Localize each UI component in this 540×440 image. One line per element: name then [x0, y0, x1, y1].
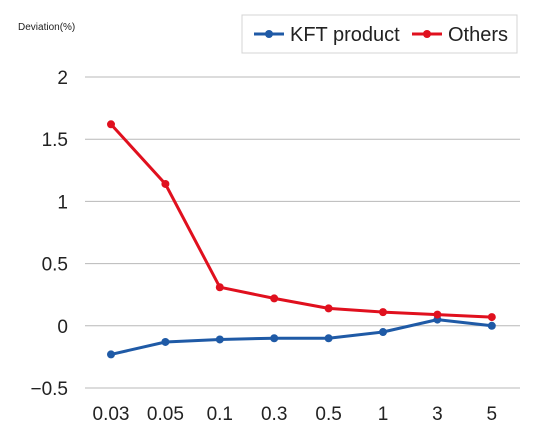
data-point-1 — [107, 120, 115, 129]
data-point-1 — [161, 179, 170, 188]
x-tick-label: 5 — [487, 404, 498, 425]
data-point-0 — [161, 337, 170, 346]
series-line-0 — [110, 318, 492, 356]
legend: KFT product Others — [241, 14, 518, 54]
series-lines — [107, 120, 496, 359]
legend-marker-others — [423, 30, 431, 38]
data-point-0 — [487, 321, 496, 330]
y-tick-label: 1.5 — [42, 130, 68, 151]
x-tick-label: 3 — [432, 404, 443, 425]
data-point-1 — [270, 294, 279, 303]
legend-label-others: Others — [448, 24, 508, 46]
x-tick-label: 0.1 — [207, 404, 233, 425]
y-tick-label: 1 — [57, 192, 68, 213]
legend-box — [241, 14, 518, 54]
y-axis-ticks: 2 1.5 1 0.5 0 −0.5 — [30, 68, 68, 400]
y-tick-label: 2 — [57, 68, 68, 89]
data-point-1 — [487, 313, 496, 322]
data-point-1 — [379, 308, 387, 317]
x-tick-label: 0.5 — [315, 404, 341, 425]
data-point-1 — [433, 310, 442, 319]
x-tick-label: 0.05 — [147, 404, 184, 425]
x-axis-ticks: 0.03 0.05 0.1 0.3 0.5 1 3 5 — [93, 404, 498, 425]
y-tick-label: −0.5 — [30, 379, 68, 400]
legend-label-kft: KFT product — [290, 24, 400, 46]
data-point-0 — [107, 350, 115, 359]
x-tick-label: 0.3 — [261, 404, 287, 425]
y-tick-label: 0 — [57, 317, 68, 338]
legend-marker-kft — [265, 30, 273, 38]
data-point-1 — [215, 283, 224, 292]
data-point-0 — [324, 334, 333, 343]
y-tick-label: 0.5 — [42, 255, 68, 276]
data-point-1 — [324, 304, 333, 313]
data-point-0 — [215, 335, 224, 344]
x-tick-label: 1 — [378, 404, 389, 425]
y-axis-title: Deviation(%) — [18, 22, 75, 33]
data-point-0 — [270, 334, 279, 343]
series-line-1 — [109, 123, 492, 319]
x-tick-label: 0.03 — [93, 404, 130, 425]
grid-lines — [85, 76, 520, 389]
data-point-0 — [379, 328, 387, 337]
